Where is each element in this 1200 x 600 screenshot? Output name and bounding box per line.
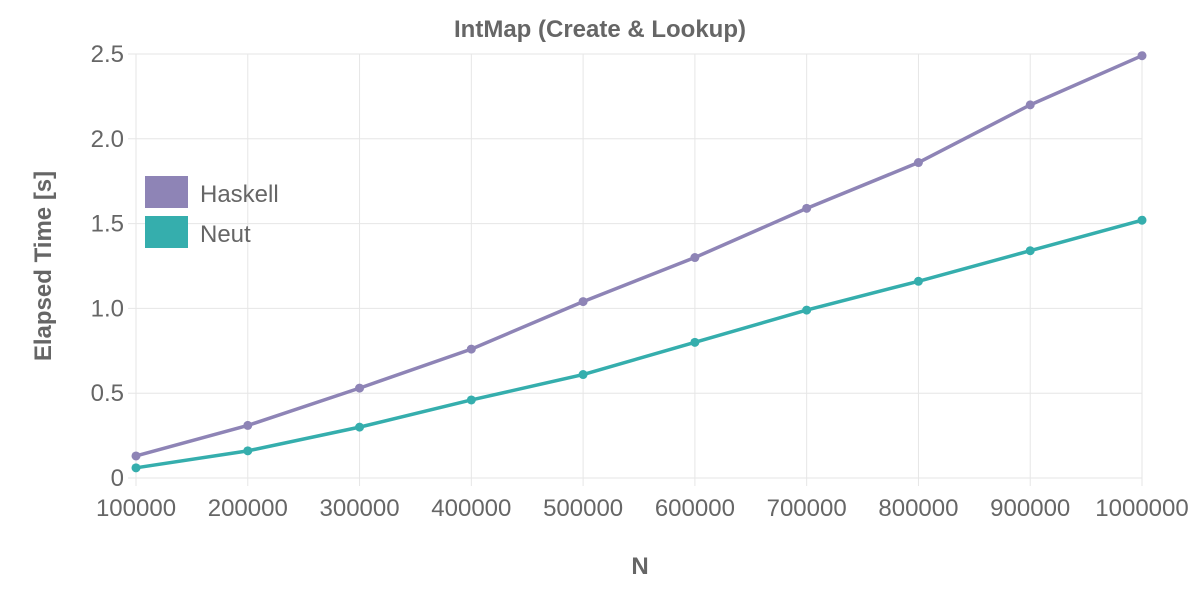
data-point-haskell — [690, 253, 700, 263]
data-point-haskell — [1137, 51, 1147, 61]
x-tick-label: 1000000 — [1095, 495, 1188, 522]
x-tick-label: 700000 — [767, 495, 847, 522]
data-point-neut — [1137, 215, 1147, 225]
data-point-neut — [466, 395, 476, 405]
y-axis-ticks: 0 0.5 1.0 1.5 2.0 2.5 — [91, 41, 124, 492]
data-point-haskell — [243, 420, 253, 430]
data-point-neut — [131, 463, 141, 473]
y-tick-label: 2.5 — [91, 41, 124, 68]
data-point-haskell — [578, 297, 588, 307]
y-tick-label: 0 — [111, 465, 124, 492]
legend-swatch-neut — [145, 216, 188, 248]
data-point-haskell — [802, 203, 812, 213]
legend-label-haskell: Haskell — [200, 181, 279, 208]
series-line-haskell — [134, 53, 1144, 458]
grid — [128, 53, 1143, 486]
data-point-haskell — [131, 451, 141, 461]
series-group — [131, 51, 1147, 473]
x-tick-label: 400000 — [431, 495, 511, 522]
x-tick-label: 900000 — [990, 495, 1070, 522]
data-point-haskell — [913, 158, 923, 168]
data-point-haskell — [466, 344, 476, 354]
x-tick-label: 100000 — [96, 495, 176, 522]
y-tick-label: 2.0 — [91, 126, 124, 153]
data-point-neut — [802, 305, 812, 315]
y-axis-title: Elapsed Time [s] — [30, 171, 57, 361]
data-point-neut — [578, 370, 588, 380]
y-tick-label: 1.0 — [91, 295, 124, 322]
data-point-haskell — [1025, 100, 1035, 110]
x-tick-label: 300000 — [320, 495, 400, 522]
data-point-neut — [1025, 246, 1035, 256]
y-tick-label: 1.5 — [91, 211, 124, 238]
data-point-neut — [690, 337, 700, 347]
legend-swatch-haskell — [145, 176, 188, 208]
series-line-neut — [134, 218, 1144, 470]
legend-label-neut: Neut — [200, 221, 251, 248]
x-axis-title: N — [631, 553, 648, 580]
x-tick-label: 600000 — [655, 495, 735, 522]
x-axis-ticks: 100000 200000 300000 400000 500000 600000 7000… — [96, 495, 1189, 522]
data-point-haskell — [355, 383, 365, 393]
data-point-neut — [243, 446, 253, 456]
data-point-neut — [913, 276, 923, 286]
x-tick-label: 200000 — [208, 495, 288, 522]
data-point-neut — [355, 422, 365, 432]
x-tick-label: 500000 — [543, 495, 623, 522]
legend: Haskell Neut — [145, 176, 279, 248]
y-tick-label: 0.5 — [91, 380, 124, 407]
x-tick-label: 800000 — [878, 495, 958, 522]
chart-title: IntMap (Create & Lookup) — [454, 16, 746, 43]
